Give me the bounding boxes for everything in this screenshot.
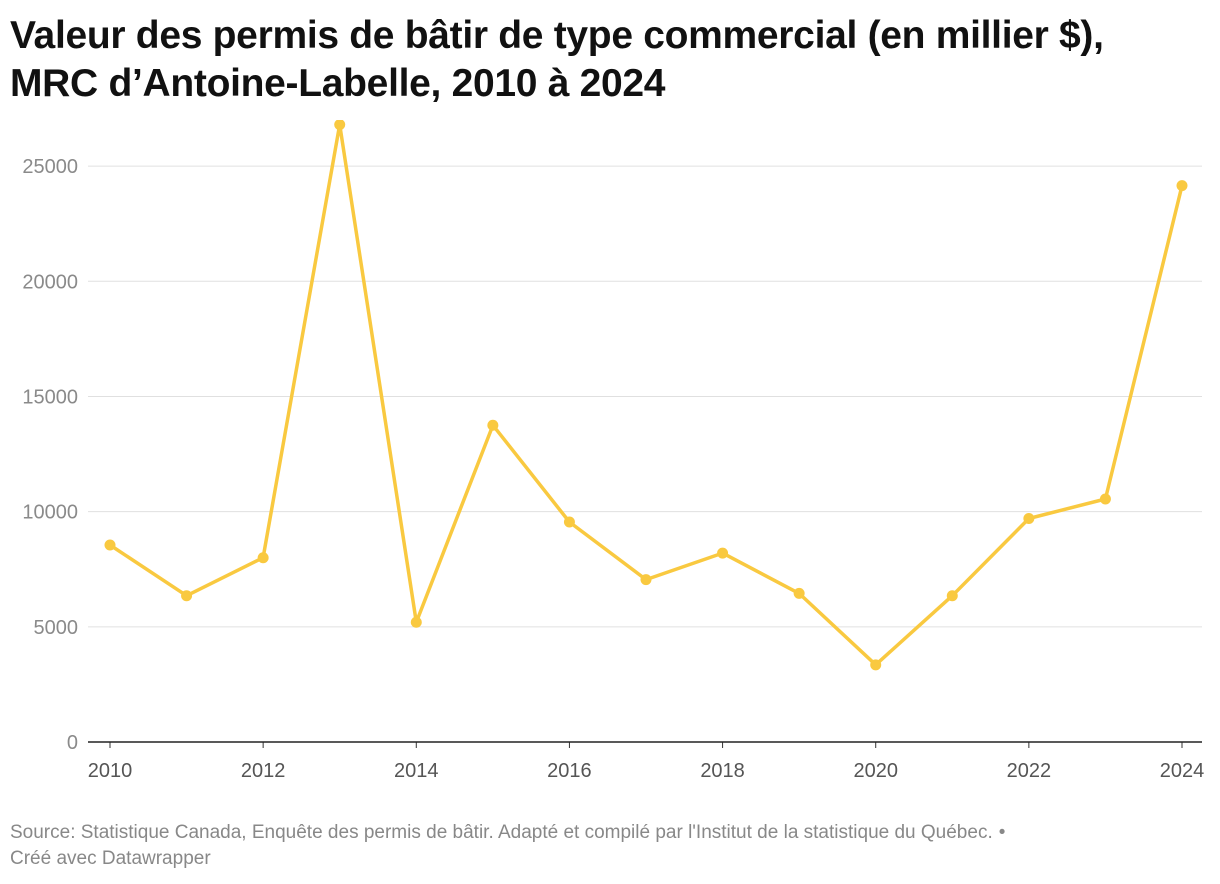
data-point	[563, 516, 575, 528]
x-tick-label: 2018	[700, 760, 745, 782]
chart-title-line-1: Valeur des permis de bâtir de type comme…	[10, 14, 1104, 57]
data-point	[1176, 180, 1188, 192]
gridlines	[88, 165, 1202, 628]
chart-title-line-2: MRC d’Antoine-Labelle, 2010 à 2024	[10, 62, 666, 105]
data-point	[257, 552, 269, 564]
data-point	[181, 590, 193, 602]
data-point	[793, 587, 805, 599]
series	[104, 120, 1188, 671]
source-note: Source: Statistique Canada, Enquête des …	[10, 822, 993, 843]
y-tick-label: 25000	[22, 156, 78, 178]
credit-note: Créé avec Datawrapper	[10, 848, 211, 869]
data-point	[1099, 493, 1111, 505]
footer-separator: •	[998, 822, 1006, 843]
x-tick-label: 2014	[394, 760, 439, 782]
y-tick-label: 0	[67, 732, 78, 754]
chart-title: Valeur des permis de bâtir de type comme…	[10, 12, 1210, 108]
data-point	[334, 120, 346, 131]
x-tick-label: 2024	[1160, 760, 1205, 782]
data-point	[1023, 513, 1035, 525]
data-point	[946, 590, 958, 602]
x-tick-label: 2020	[853, 760, 898, 782]
x-tick-label: 2016	[547, 760, 592, 782]
chart-footer: Source: Statistique Canada, Enquête des …	[10, 820, 1210, 872]
data-point	[104, 539, 116, 551]
data-point	[640, 574, 652, 586]
y-axis-ticks: 0 5000 10000 15000 20000 25000	[22, 156, 78, 754]
data-point	[487, 419, 499, 431]
data-point	[870, 659, 882, 671]
x-tick-label: 2010	[88, 760, 133, 782]
x-axis-ticks: 2010 2012 2014 2016 2018 2020 2022 2024	[88, 742, 1205, 782]
y-tick-label: 5000	[34, 617, 79, 639]
x-tick-label: 2012	[241, 760, 286, 782]
data-point	[717, 547, 729, 559]
y-tick-label: 10000	[22, 502, 78, 524]
y-tick-label: 20000	[22, 271, 78, 293]
y-tick-label: 15000	[22, 386, 78, 408]
x-tick-label: 2022	[1007, 760, 1052, 782]
data-point	[410, 616, 422, 628]
